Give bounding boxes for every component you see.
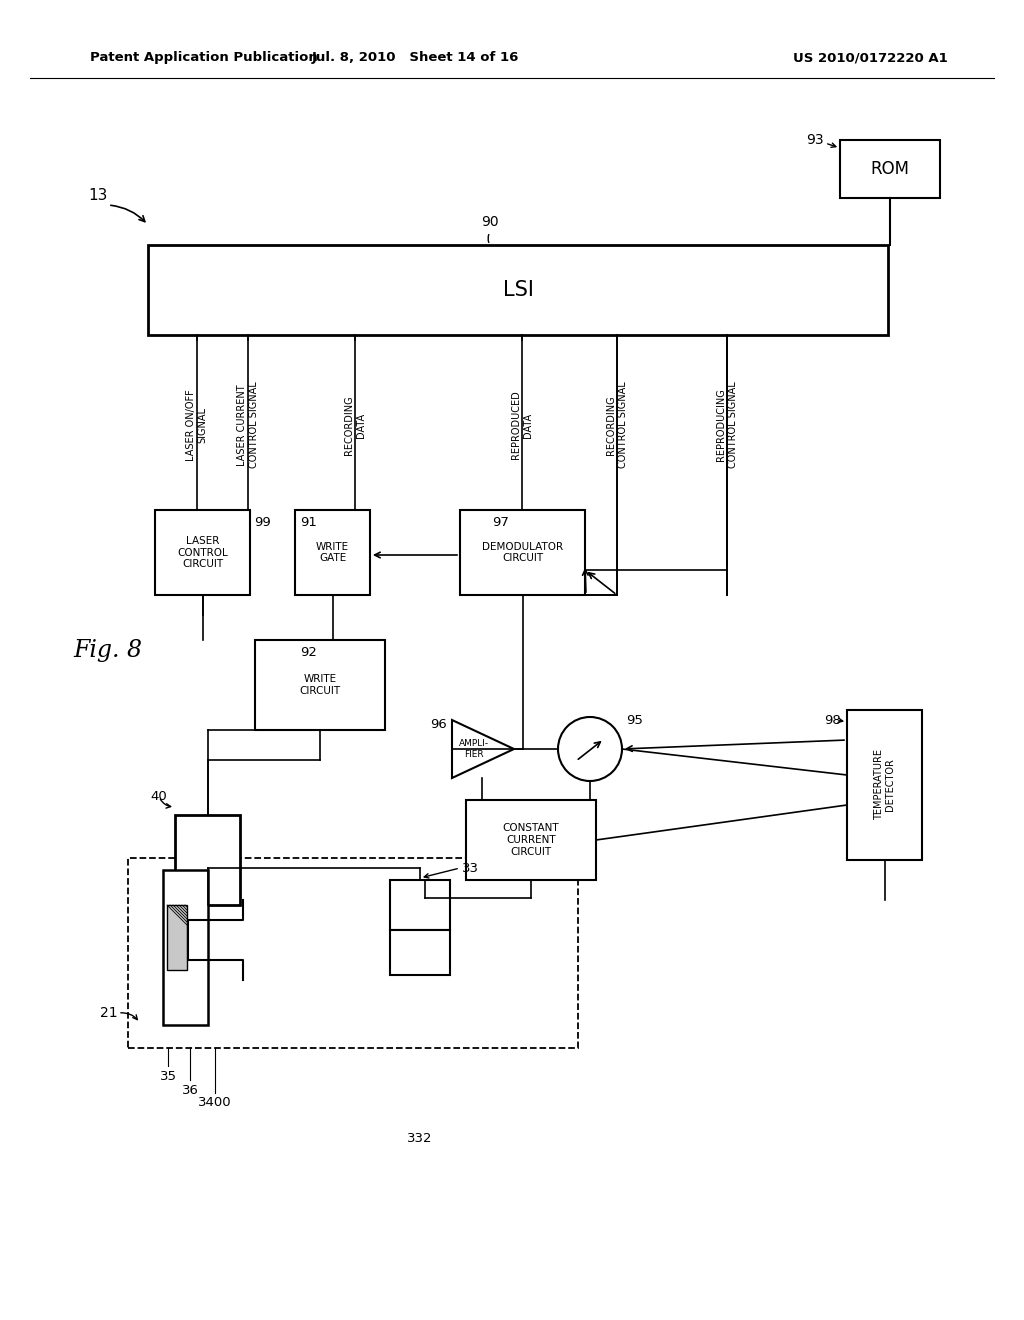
Text: 13: 13 [88, 187, 108, 202]
Text: Jul. 8, 2010   Sheet 14 of 16: Jul. 8, 2010 Sheet 14 of 16 [311, 51, 519, 65]
Text: 40: 40 [151, 791, 167, 804]
Bar [128, 858, 578, 1048]
Text: 33: 33 [462, 862, 479, 874]
Bar [155, 510, 250, 595]
Text: US 2010/0172220 A1: US 2010/0172220 A1 [793, 51, 947, 65]
Text: 3400: 3400 [199, 1097, 231, 1110]
Text: Patent Application Publication: Patent Application Publication [90, 51, 317, 65]
Text: RECORDING
CONTROL SIGNAL: RECORDING CONTROL SIGNAL [606, 381, 628, 469]
Text: TEMPERATURE
DETECTOR: TEMPERATURE DETECTOR [873, 750, 895, 821]
Text: Fig. 8: Fig. 8 [74, 639, 142, 661]
Text: WRITE
CIRCUIT: WRITE CIRCUIT [299, 675, 341, 696]
Bar [840, 140, 940, 198]
Bar [255, 640, 385, 730]
Bar [390, 880, 450, 931]
Text: ROM: ROM [870, 160, 909, 178]
Bar [175, 814, 240, 906]
Bar [148, 246, 888, 335]
Text: REPRODUCED
DATA: REPRODUCED DATA [511, 391, 532, 459]
Bar [163, 870, 208, 1026]
Text: LSI: LSI [503, 280, 534, 300]
Text: REPRODUCING
CONTROL SIGNAL: REPRODUCING CONTROL SIGNAL [716, 381, 738, 469]
Text: 35: 35 [160, 1069, 176, 1082]
Text: AMPLI-
FIER: AMPLI- FIER [459, 739, 489, 759]
Text: 21: 21 [100, 1006, 118, 1020]
Text: CONSTANT
CURRENT
CIRCUIT: CONSTANT CURRENT CIRCUIT [503, 824, 559, 857]
Text: 332: 332 [408, 1131, 433, 1144]
Text: 91: 91 [300, 516, 316, 528]
Text: RECORDING
DATA: RECORDING DATA [344, 395, 366, 455]
Text: 95: 95 [626, 714, 643, 727]
Text: 96: 96 [430, 718, 447, 731]
Text: LASER
CONTROL
CIRCUIT: LASER CONTROL CIRCUIT [177, 536, 228, 569]
Text: LASER CURRENT
CONTROL SIGNAL: LASER CURRENT CONTROL SIGNAL [238, 381, 259, 469]
Text: 99: 99 [254, 516, 270, 528]
Bar [466, 800, 596, 880]
Bar [460, 510, 585, 595]
Text: 98: 98 [824, 714, 841, 726]
Bar [167, 906, 187, 970]
Text: WRITE
GATE: WRITE GATE [316, 541, 349, 564]
Text: 90: 90 [481, 215, 499, 228]
Bar [847, 710, 922, 861]
Bar [390, 931, 450, 975]
Text: 93: 93 [806, 133, 824, 147]
Bar [295, 510, 370, 595]
Text: DEMODULATOR
CIRCUIT: DEMODULATOR CIRCUIT [482, 541, 563, 564]
Text: LASER ON/OFF
SIGNAL: LASER ON/OFF SIGNAL [186, 389, 208, 461]
Text: 97: 97 [493, 516, 509, 528]
Text: 92: 92 [300, 645, 316, 659]
Text: 36: 36 [181, 1084, 199, 1097]
